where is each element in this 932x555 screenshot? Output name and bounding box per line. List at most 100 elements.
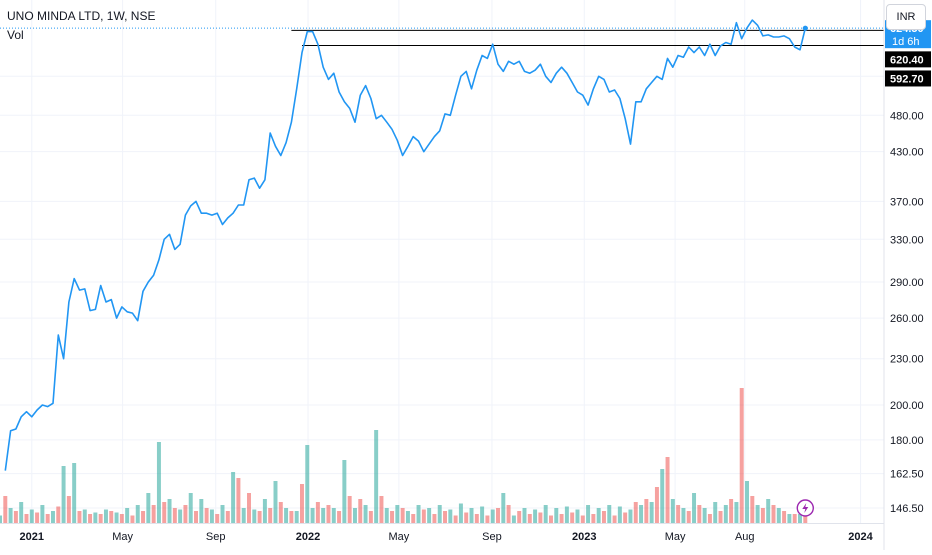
volume-bar <box>601 511 606 523</box>
volume-bar <box>56 506 61 523</box>
volume-bar <box>252 509 257 523</box>
volume-bar <box>559 514 564 523</box>
volume-bar <box>284 508 289 523</box>
volume-bar <box>3 496 8 523</box>
volume-bar <box>13 511 18 523</box>
horizontal-levels[interactable] <box>0 27 884 46</box>
volume-bar <box>45 514 50 523</box>
volume-bar <box>760 508 765 523</box>
volume-bar <box>352 508 357 523</box>
volume-bar <box>215 514 220 523</box>
y-tick-label: 146.50 <box>890 503 924 515</box>
currency-button[interactable]: INR <box>886 4 926 30</box>
volume-bar <box>739 388 744 523</box>
volume-bar <box>363 505 368 523</box>
volume-bar <box>575 509 580 523</box>
volume-bar <box>66 496 71 523</box>
x-tick-label: Sep <box>206 531 226 543</box>
symbol-title[interactable]: UNO MINDA LTD, 1W, NSE <box>7 9 156 23</box>
volume-bar <box>480 506 485 523</box>
volume-bar <box>686 511 691 523</box>
volume-bar <box>310 508 315 523</box>
volume-bar <box>278 502 283 523</box>
volume-bar <box>331 508 336 523</box>
volume-bar <box>469 508 474 523</box>
volume-bar <box>384 508 389 523</box>
volume-bar <box>432 514 437 523</box>
price-line <box>4 19 814 517</box>
volume-bar <box>103 509 108 523</box>
volume-bar <box>119 514 124 523</box>
volume-bar <box>98 514 103 523</box>
volume-bar <box>141 511 146 523</box>
volume-bar <box>178 509 183 523</box>
volume-indicator-label[interactable]: Vol <box>7 28 24 42</box>
x-tick-label: 2021 <box>20 531 44 543</box>
volume-bar <box>19 502 24 523</box>
y-tick-label: 200.00 <box>890 400 924 412</box>
volume-bar <box>294 511 299 523</box>
volume-bar <box>474 514 479 523</box>
volume-bar <box>776 508 781 523</box>
volume-bar <box>617 506 622 523</box>
level-top-label: 620.40 <box>890 54 924 66</box>
volume-bar <box>580 515 585 523</box>
volume-bar <box>543 505 548 523</box>
volume-bar <box>798 514 802 523</box>
volume-bar <box>88 514 93 523</box>
volume-bar <box>591 514 596 523</box>
volume-bar <box>405 511 410 523</box>
volume-bar <box>692 493 697 523</box>
volume-bar <box>485 515 490 523</box>
volume-bar <box>299 484 304 523</box>
volume-bar <box>172 508 177 523</box>
volume-bar <box>660 469 665 523</box>
x-tick-label: Aug <box>735 531 755 543</box>
volume-bar <box>114 512 119 523</box>
volume-bar <box>766 499 771 523</box>
volume-bar <box>241 508 246 523</box>
volume-bar <box>368 511 373 523</box>
volume-bar <box>183 505 188 523</box>
x-tick-label: May <box>112 531 133 543</box>
volume-bar <box>490 509 495 523</box>
volume-bar <box>220 505 225 523</box>
volume-bar <box>654 487 659 523</box>
y-tick-label: 162.50 <box>890 469 924 481</box>
volume-bar <box>458 503 463 523</box>
volume-bar <box>496 508 500 523</box>
volume-bar <box>596 508 601 523</box>
volume-bar <box>707 514 712 523</box>
volume-bar <box>289 511 294 523</box>
volume-bar <box>390 511 395 523</box>
y-tick-label: 260.00 <box>890 313 924 325</box>
volume-bar <box>570 512 575 523</box>
volume-bar <box>586 505 591 523</box>
volume-bar <box>734 502 739 523</box>
volume-bar <box>109 511 114 523</box>
volume-bar <box>750 496 755 523</box>
countdown-label: 1d 6h <box>892 36 920 48</box>
volume-bar <box>24 514 29 523</box>
volume-bar <box>713 502 718 523</box>
volume-bar <box>411 514 416 523</box>
volume-bar <box>718 511 723 523</box>
volume-bar <box>755 505 760 523</box>
volume-bar <box>337 511 342 523</box>
volume-bars <box>0 388 808 523</box>
volume-bar <box>315 502 320 523</box>
volume-bar <box>82 509 87 523</box>
volume-bar <box>194 511 199 523</box>
volume-bar <box>236 478 241 523</box>
volume-bar <box>612 515 617 523</box>
volume-bar <box>225 511 230 523</box>
volume-bar <box>427 508 432 523</box>
volume-bar <box>554 508 559 523</box>
volume-bar <box>548 515 553 523</box>
volume-bar <box>538 512 543 523</box>
volume-bar <box>400 508 405 523</box>
volume-bar <box>379 496 384 523</box>
